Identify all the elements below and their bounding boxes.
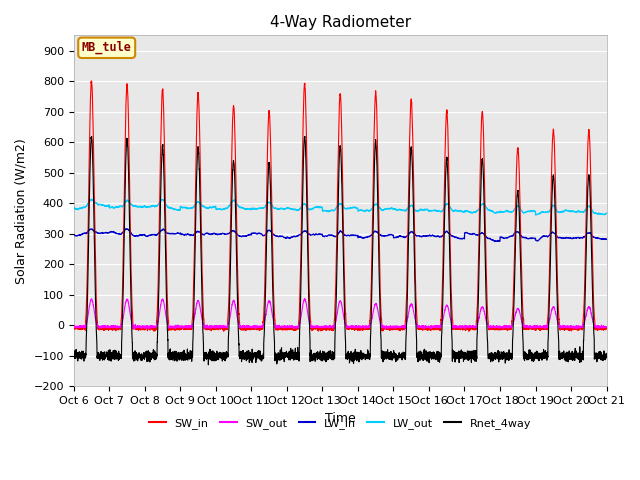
Title: 4-Way Radiometer: 4-Way Radiometer — [269, 15, 411, 30]
Y-axis label: Solar Radiation (W/m2): Solar Radiation (W/m2) — [15, 138, 28, 284]
Legend: SW_in, SW_out, LW_in, LW_out, Rnet_4way: SW_in, SW_out, LW_in, LW_out, Rnet_4way — [145, 414, 536, 433]
Text: MB_tule: MB_tule — [82, 41, 132, 54]
X-axis label: Time: Time — [324, 411, 356, 425]
